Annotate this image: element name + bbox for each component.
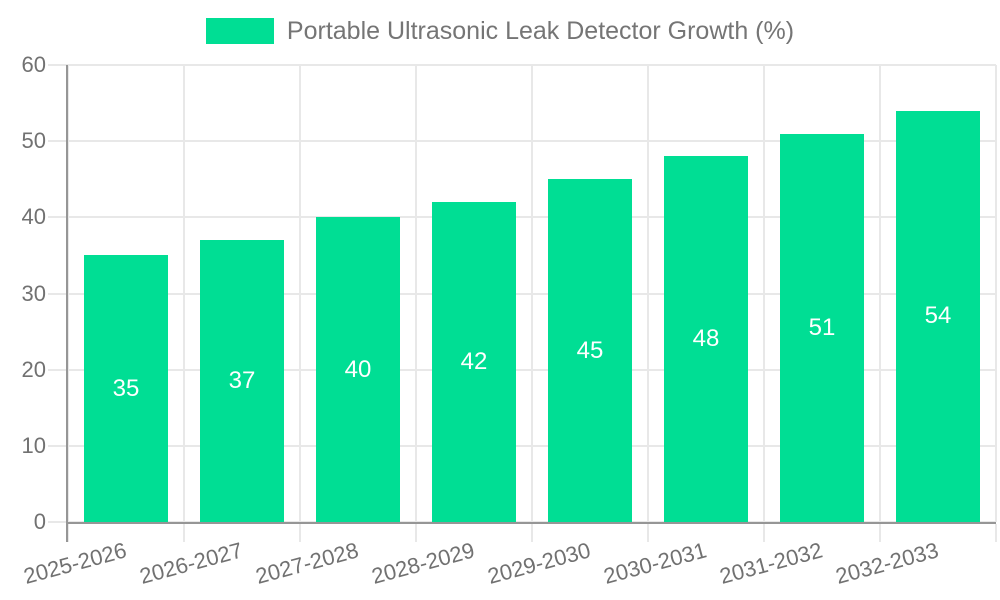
legend-label: Portable Ultrasonic Leak Detector Growth… [286, 17, 795, 45]
y-gridline [48, 64, 996, 66]
bar-value-label: 45 [576, 336, 604, 364]
x-axis-tick [763, 524, 765, 542]
bar-2032-2033: 54 [896, 110, 980, 522]
y-axis-tick-label: 10 [21, 432, 46, 458]
x-gridline [531, 65, 533, 522]
bar-2029-2030: 45 [548, 179, 632, 522]
bar-value-label: 42 [460, 348, 488, 376]
y-axis-tick-label: 20 [21, 356, 46, 382]
x-axis-line [66, 522, 996, 524]
bar-value-label: 51 [808, 313, 836, 341]
x-axis-tick [415, 524, 417, 542]
chart-legend: Portable Ultrasonic Leak Detector Growth… [0, 14, 1000, 48]
x-axis-tick [995, 524, 997, 542]
x-gridline [763, 65, 765, 522]
y-gridline [48, 140, 996, 143]
y-gridline [48, 292, 996, 295]
y-axis-tick-label: 40 [21, 204, 46, 230]
x-gridline [299, 65, 301, 522]
x-axis-tick [647, 524, 649, 542]
y-gridline [48, 444, 996, 447]
x-gridline [995, 65, 997, 522]
y-axis-tick-label: 0 [33, 509, 46, 534]
x-gridline [647, 65, 649, 522]
x-axis-tick [67, 524, 69, 542]
x-axis-tick [299, 524, 301, 542]
bar-2026-2027: 37 [200, 240, 284, 522]
y-axis-line [66, 65, 68, 542]
x-axis-tick [183, 524, 185, 542]
bar-value-label: 40 [344, 355, 372, 383]
x-gridline [879, 65, 881, 522]
bar-2028-2029: 42 [432, 202, 516, 522]
legend-swatch [205, 18, 274, 44]
y-axis-tick-label: 50 [21, 128, 46, 154]
bar-value-label: 54 [924, 302, 952, 330]
x-axis-tick [531, 524, 533, 542]
bar-value-label: 48 [692, 325, 720, 353]
y-gridline [48, 216, 996, 219]
bar-value-label: 35 [112, 374, 140, 402]
bar-2030-2031: 48 [664, 156, 748, 522]
y-axis-tick-label: 30 [21, 280, 46, 306]
y-axis-tick-label: 60 [21, 52, 46, 77]
bar-2027-2028: 40 [316, 217, 400, 522]
bar-2025-2026: 35 [84, 255, 168, 522]
bar-value-label: 37 [228, 367, 256, 395]
bar-2031-2032: 51 [780, 133, 864, 522]
y-gridline [48, 368, 996, 371]
x-gridline [415, 65, 417, 522]
x-gridline [67, 65, 69, 522]
x-gridline [183, 65, 185, 522]
x-axis-tick [879, 524, 881, 542]
